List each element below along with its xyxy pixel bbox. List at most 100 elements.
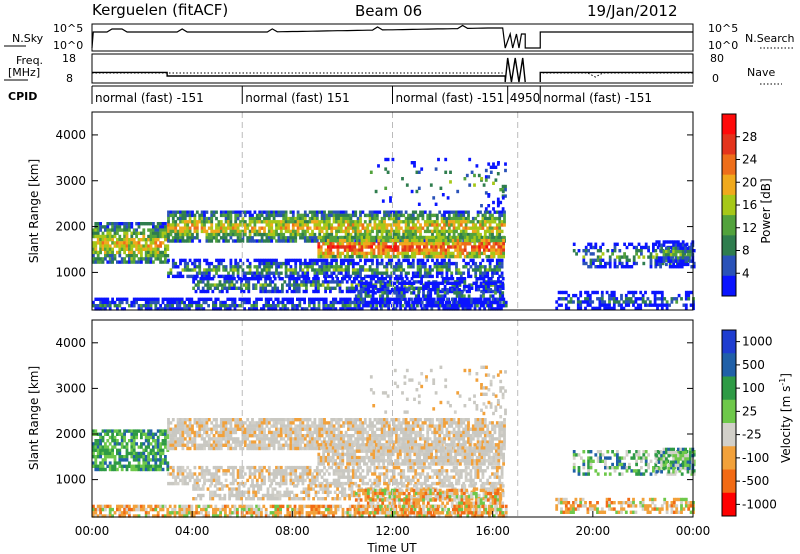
power-cell bbox=[431, 213, 434, 218]
power-cell bbox=[299, 216, 302, 221]
power-cell bbox=[426, 281, 430, 285]
power-cell bbox=[496, 300, 500, 305]
power-cell bbox=[240, 277, 243, 281]
power-cell bbox=[296, 223, 300, 227]
power-cell bbox=[641, 293, 645, 298]
velocity-cell bbox=[161, 467, 165, 472]
power-cell bbox=[402, 281, 406, 285]
power-cell bbox=[193, 213, 197, 218]
power-cell bbox=[224, 236, 228, 240]
power-cell bbox=[176, 297, 179, 301]
power-cell bbox=[421, 226, 425, 230]
power-cell bbox=[413, 251, 417, 256]
velocity-cell bbox=[205, 427, 209, 431]
power-cell bbox=[213, 283, 217, 287]
power-cell bbox=[377, 280, 380, 284]
power-cell bbox=[108, 244, 112, 248]
power-cell bbox=[315, 307, 318, 311]
velocity-cell bbox=[169, 430, 173, 435]
velocity-cell bbox=[282, 446, 286, 451]
power-cell bbox=[248, 297, 251, 301]
power-cell bbox=[419, 210, 422, 214]
power-cell bbox=[378, 300, 382, 305]
power-cell bbox=[118, 250, 122, 255]
power-cell bbox=[212, 300, 215, 305]
power-cell bbox=[495, 268, 499, 272]
velocity-cell bbox=[125, 442, 129, 446]
power-cell bbox=[478, 251, 481, 256]
power-cell bbox=[219, 223, 223, 227]
power-cell bbox=[320, 216, 324, 221]
power-cell bbox=[431, 229, 434, 234]
power-cell bbox=[120, 244, 124, 248]
power-cell bbox=[435, 274, 439, 279]
power-cell bbox=[443, 213, 446, 218]
power-cell bbox=[375, 232, 379, 237]
power-cell bbox=[562, 290, 566, 295]
power-cell bbox=[449, 254, 453, 259]
power-cell bbox=[284, 236, 288, 240]
power-cell bbox=[241, 271, 245, 275]
power-cell bbox=[371, 300, 375, 305]
power-cell bbox=[171, 261, 175, 266]
velocity-cell bbox=[118, 442, 122, 446]
power-cell bbox=[233, 304, 237, 308]
power-cell bbox=[217, 232, 221, 237]
power-cell bbox=[430, 254, 433, 259]
velocity-cell bbox=[92, 448, 95, 452]
velocity-cell bbox=[147, 445, 150, 449]
power-cell bbox=[200, 274, 204, 279]
power-cell bbox=[500, 265, 504, 269]
power-cell bbox=[388, 297, 392, 301]
power-cell bbox=[635, 252, 638, 256]
power-cell bbox=[383, 265, 386, 269]
power-cell bbox=[474, 226, 478, 230]
power-cell bbox=[415, 251, 419, 256]
power-cell bbox=[198, 216, 202, 221]
power-cell bbox=[433, 226, 437, 230]
power-cell bbox=[426, 258, 430, 263]
power-cell bbox=[265, 265, 269, 269]
velocity-cell bbox=[169, 440, 173, 444]
velocity-cell bbox=[149, 435, 153, 440]
power-cell bbox=[408, 235, 412, 240]
power-cell bbox=[390, 226, 394, 230]
power-cell bbox=[198, 268, 202, 272]
power-cell bbox=[128, 247, 131, 251]
velocity-cell bbox=[104, 432, 107, 436]
power-cell bbox=[474, 229, 478, 234]
power-cell bbox=[327, 226, 331, 230]
power-cell bbox=[486, 297, 490, 301]
power-cell bbox=[206, 283, 210, 287]
power-cell bbox=[451, 277, 455, 281]
power-cell bbox=[207, 268, 211, 272]
velocity-cell bbox=[239, 443, 242, 447]
power-cell bbox=[436, 281, 440, 285]
power-cell bbox=[674, 246, 678, 251]
power-cell bbox=[201, 286, 205, 290]
power-cell bbox=[277, 239, 281, 243]
power-cell bbox=[402, 291, 406, 295]
power-cell bbox=[128, 222, 131, 226]
velocity-cell bbox=[128, 461, 131, 465]
power-y-tick-label: 1000 bbox=[55, 265, 86, 279]
power-cell bbox=[243, 213, 247, 218]
velocity-cell bbox=[171, 437, 175, 441]
velocity-cell bbox=[176, 418, 180, 422]
power-cell bbox=[364, 300, 368, 305]
power-cell bbox=[217, 226, 221, 230]
power-cell bbox=[125, 297, 129, 301]
velocity-cell bbox=[142, 448, 146, 452]
power-cell bbox=[375, 223, 379, 227]
power-cell bbox=[125, 222, 129, 226]
power-cell bbox=[231, 210, 235, 214]
power-cell bbox=[655, 240, 659, 244]
power-cell bbox=[500, 229, 504, 234]
power-cell bbox=[299, 220, 302, 224]
power-cell bbox=[132, 254, 136, 258]
velocity-cell bbox=[282, 443, 286, 447]
velocity-cell bbox=[140, 467, 143, 472]
power-cell bbox=[267, 271, 271, 275]
power-cell bbox=[309, 283, 313, 287]
velocity-cell bbox=[224, 440, 228, 444]
